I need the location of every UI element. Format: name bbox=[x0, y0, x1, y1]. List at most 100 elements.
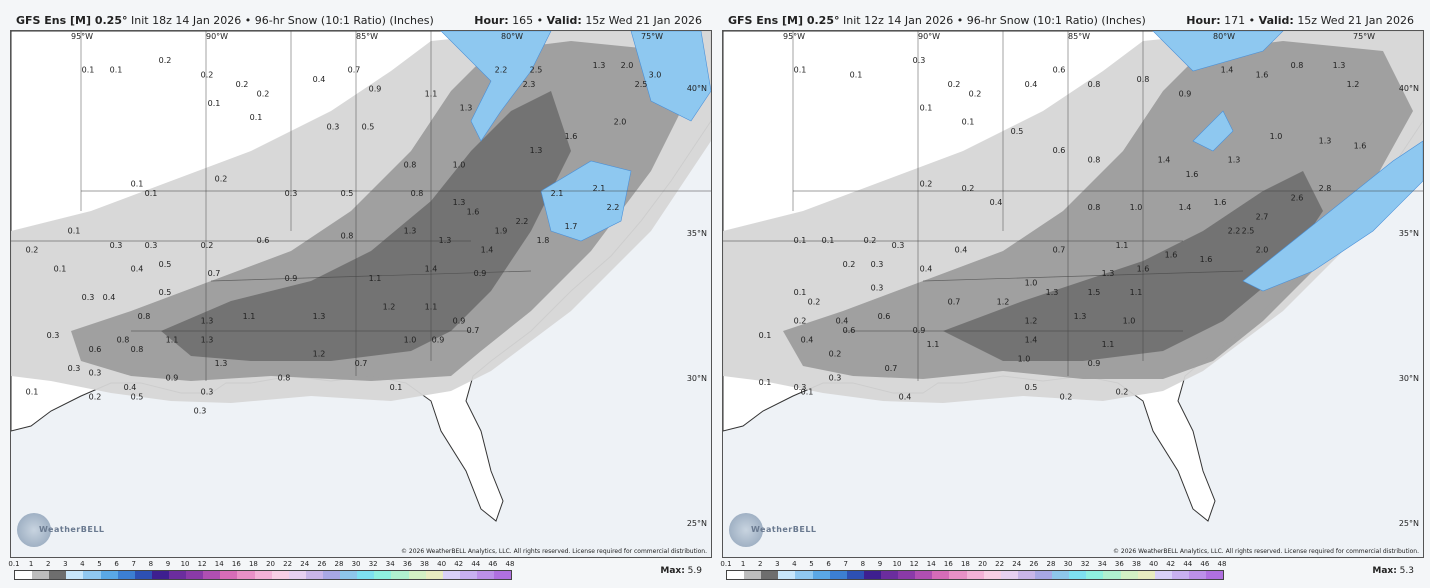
legend-tick: 14 bbox=[214, 560, 224, 568]
snow-value-label: 0.3 bbox=[892, 241, 905, 250]
legend-tick: 1 bbox=[740, 560, 746, 568]
snow-value-label: 0.9 bbox=[913, 326, 926, 335]
snow-value-label: 0.5 bbox=[362, 123, 375, 132]
legend-tick: 12 bbox=[197, 560, 207, 568]
snow-value-label: 2.2 bbox=[1228, 227, 1241, 236]
snow-value-label: 0.2 bbox=[236, 80, 249, 89]
legend-tick: 42 bbox=[1166, 560, 1176, 568]
snow-shading-2in bbox=[1242, 140, 1423, 292]
legend-swatch bbox=[932, 571, 950, 579]
legend-tick: 4 bbox=[80, 560, 85, 568]
snow-value-label: 0.1 bbox=[250, 113, 263, 122]
legend-tick: 7 bbox=[131, 560, 136, 568]
snow-value-label: 1.3 bbox=[593, 61, 606, 70]
snow-value-label: 2.2 bbox=[516, 217, 529, 226]
snow-value-label: 1.5 bbox=[1088, 288, 1101, 297]
valid-label: Valid: bbox=[1258, 14, 1294, 27]
forecast-hour: 171 bbox=[1224, 14, 1246, 27]
legend-swatch bbox=[305, 571, 323, 579]
map-panel-right: GFS Ens [M] 0.25° Init 12z 14 Jan 2026 •… bbox=[718, 0, 1424, 588]
color-legend: 0.1 1 2 3 4 5 6 7 8 9 10 12 14 16 18 20 22 24 26 28 30 32 34 36… bbox=[720, 560, 1226, 586]
legend-swatch bbox=[408, 571, 426, 579]
model-title: GFS Ens [M] 0.25° bbox=[728, 14, 840, 27]
legend-swatch bbox=[1120, 571, 1138, 579]
legend-tick: 44 bbox=[471, 560, 481, 568]
model-title: GFS Ens [M] 0.25° bbox=[16, 14, 128, 27]
legend-tick: 1 bbox=[28, 560, 34, 568]
snow-value-label: 0.2 bbox=[920, 179, 933, 188]
state-border bbox=[922, 270, 1244, 282]
snow-value-label: 0.2 bbox=[962, 184, 975, 193]
snow-value-label: 0.4 bbox=[836, 317, 849, 326]
snow-value-label: 1.0 bbox=[1130, 203, 1143, 212]
legend-swatch bbox=[494, 571, 512, 579]
snow-value-label: 0.1 bbox=[131, 179, 144, 188]
longitude-label: 85°W bbox=[1068, 32, 1090, 41]
snow-value-label: 1.6 bbox=[1214, 198, 1227, 207]
snow-value-label: 1.0 bbox=[1018, 354, 1031, 363]
snow-value-label: 0.8 bbox=[341, 231, 354, 240]
longitude-label: 90°W bbox=[918, 32, 940, 41]
snow-value-label: 1.1 bbox=[425, 302, 438, 311]
snow-value-label: 0.2 bbox=[201, 70, 214, 79]
legend-tick: 26 bbox=[1029, 560, 1039, 568]
legend-swatch bbox=[134, 571, 152, 579]
snow-value-label: 0.7 bbox=[355, 359, 368, 368]
snow-value-label: 1.3 bbox=[460, 104, 473, 113]
legend-swatch bbox=[425, 571, 443, 579]
legend-swatch bbox=[391, 571, 409, 579]
snow-value-label: 0.7 bbox=[467, 326, 480, 335]
latitude-label: 40°N bbox=[687, 84, 707, 93]
snow-value-label: 0.8 bbox=[1137, 75, 1150, 84]
weatherbell-logo: WeatherBELL bbox=[17, 513, 104, 547]
legend-swatch bbox=[812, 571, 830, 579]
legend-swatch bbox=[1069, 571, 1087, 579]
snow-value-label: 0.9 bbox=[453, 317, 466, 326]
snow-value-label: 0.7 bbox=[1053, 246, 1066, 255]
snow-value-label: 0.4 bbox=[131, 265, 144, 274]
snow-value-label: 0.5 bbox=[131, 392, 144, 401]
snow-value-label: 0.8 bbox=[1291, 61, 1304, 70]
legend-swatch bbox=[1103, 571, 1121, 579]
snow-value-label: 0.4 bbox=[899, 392, 912, 401]
snow-value-label: 0.1 bbox=[759, 378, 772, 387]
legend-tick: 8 bbox=[148, 560, 154, 568]
legend-swatch bbox=[459, 571, 477, 579]
snow-value-label: 0.9 bbox=[1088, 359, 1101, 368]
snow-value-label: 1.4 bbox=[425, 265, 438, 274]
snow-value-label: 0.1 bbox=[920, 104, 933, 113]
longitude-label: 80°W bbox=[1213, 32, 1235, 41]
snow-value-label: 1.1 bbox=[425, 89, 438, 98]
legend-tick: 22 bbox=[283, 560, 293, 568]
snow-value-label: 0.2 bbox=[829, 350, 842, 359]
snow-value-label: 0.8 bbox=[411, 189, 424, 198]
legend-swatch bbox=[863, 571, 881, 579]
legend-tick: 46 bbox=[1200, 560, 1210, 568]
snow-value-label: 0.1 bbox=[390, 383, 403, 392]
snow-value-label: 1.0 bbox=[1025, 279, 1038, 288]
snow-value-label: 1.4 bbox=[1025, 336, 1038, 345]
snow-value-label: 0.7 bbox=[885, 364, 898, 373]
legend-swatch bbox=[15, 571, 33, 579]
snow-value-label: 0.6 bbox=[843, 326, 856, 335]
weatherbell-logo: WeatherBELL bbox=[729, 513, 816, 547]
snow-value-label: 0.9 bbox=[285, 274, 298, 283]
snow-value-label: 1.3 bbox=[201, 336, 214, 345]
legend-swatch bbox=[1017, 571, 1035, 579]
legend-swatch bbox=[1206, 571, 1224, 579]
legend-tick: 14 bbox=[926, 560, 936, 568]
legend-swatch bbox=[186, 571, 204, 579]
snow-value-label: 2.7 bbox=[1256, 212, 1269, 221]
snow-value-label: 0.3 bbox=[285, 189, 298, 198]
legend-swatch bbox=[1052, 571, 1070, 579]
legend-swatch bbox=[237, 571, 255, 579]
copyright-text: © 2026 WeatherBELL Analytics, LLC. All r… bbox=[1113, 548, 1419, 555]
snow-value-label: 0.4 bbox=[103, 293, 116, 302]
snow-value-label: 0.3 bbox=[89, 369, 102, 378]
legend-swatch bbox=[476, 571, 495, 579]
legend-swatch bbox=[1086, 571, 1104, 579]
snow-value-label: 0.3 bbox=[145, 241, 158, 250]
legend-tick: 2 bbox=[757, 560, 763, 568]
legend-swatch bbox=[744, 571, 762, 579]
